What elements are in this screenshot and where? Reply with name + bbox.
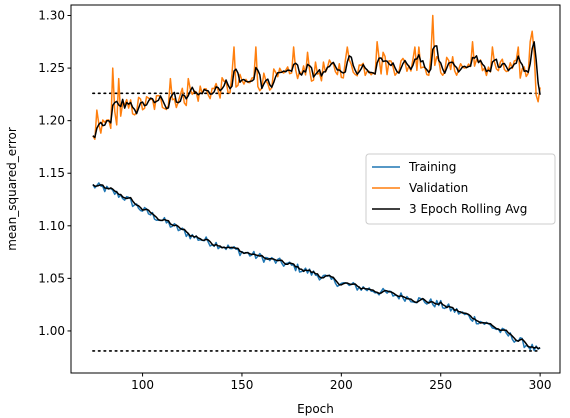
x-tick-label: 150 xyxy=(230,378,253,392)
reference-lines xyxy=(92,92,541,352)
legend-label-training: Training xyxy=(408,160,456,174)
y-tick-label: 1.20 xyxy=(38,114,65,128)
y-tick-label: 1.05 xyxy=(38,271,65,285)
y-tick-label: 1.30 xyxy=(38,9,65,23)
x-tick-label: 100 xyxy=(131,378,154,392)
y-tick-label: 1.00 xyxy=(38,324,65,338)
series-line-rolling-avg-validation xyxy=(92,41,541,139)
plot-area xyxy=(70,4,561,374)
x-axis: 100 150 200 250 300 xyxy=(131,373,552,392)
series-line-training xyxy=(92,182,541,352)
legend-label-rolling-avg: 3 Epoch Rolling Avg xyxy=(409,202,527,216)
x-tick-label: 300 xyxy=(529,378,552,392)
x-axis-title: Epoch xyxy=(297,402,334,416)
legend-box xyxy=(365,153,556,225)
y-axis-title: mean_squared_error xyxy=(5,127,19,251)
y-axis: 1.00 1.05 1.10 1.15 1.20 1.25 1.30 xyxy=(38,9,71,338)
y-tick-label: 1.15 xyxy=(38,166,65,180)
legend: Training Validation 3 Epoch Rolling Avg xyxy=(365,153,556,225)
x-tick-label: 250 xyxy=(429,378,452,392)
series-line-validation xyxy=(92,14,541,140)
y-tick-label: 1.25 xyxy=(38,61,65,75)
legend-label-validation: Validation xyxy=(409,181,468,195)
series-line-rolling-avg-training xyxy=(92,183,541,350)
series-layer xyxy=(92,14,541,352)
x-tick-label: 200 xyxy=(330,378,353,392)
y-tick-label: 1.10 xyxy=(38,219,65,233)
